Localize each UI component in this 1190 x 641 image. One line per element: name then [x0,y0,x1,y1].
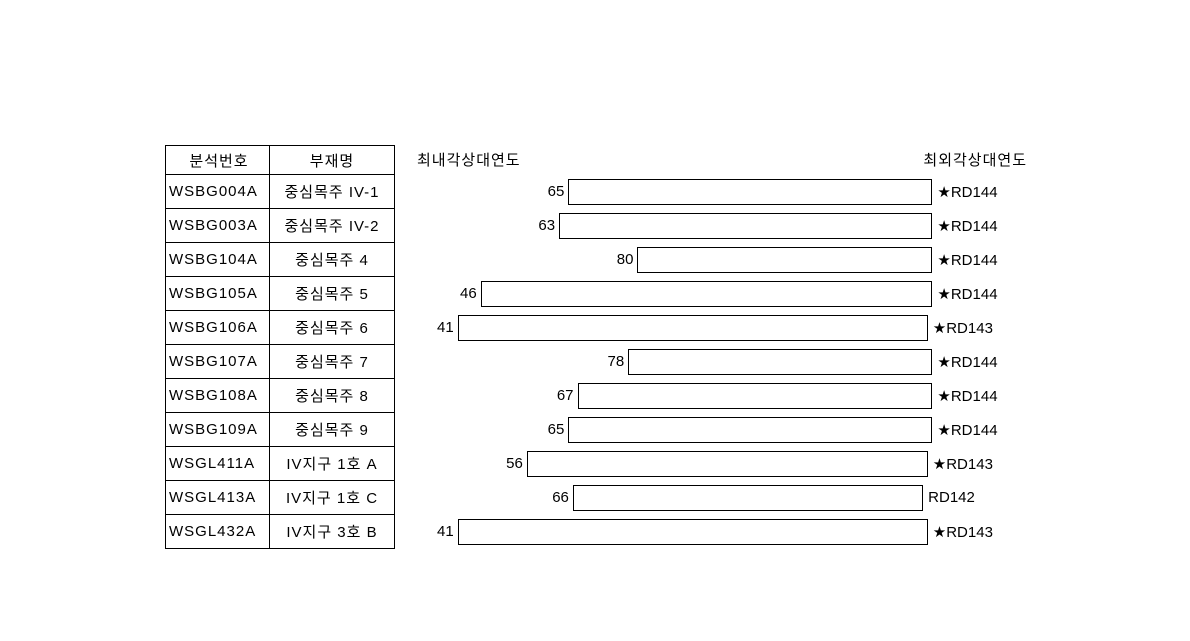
bars-container: 65 ★RD144 63 ★RD144 80 ★RD144 46 ★RD144 41 ★RD143… [407,175,1027,550]
bar-start-label: 63 [531,217,555,234]
cell-name: 중심목주 9 [270,412,395,447]
bar-end-label: ★RD144 [937,183,997,201]
cell-id: WSBG107A [165,344,270,379]
table-row: WSGL432AIV지구 3호 B [165,514,395,549]
bar [573,485,923,511]
bar-end-label: ★RD143 [933,319,993,337]
bar-row: 41 ★RD143 [407,515,1027,550]
bar-row: 78 ★RD144 [407,345,1027,380]
table-row: WSBG003A중심목주 IV-2 [165,208,395,243]
bar-end-label: ★RD144 [937,421,997,439]
bar [559,213,932,239]
bar-row: 46 ★RD144 [407,277,1027,312]
cell-id: WSGL432A [165,514,270,549]
chart-section: 최내각상대연도 최외각상대연도 65 ★RD144 63 ★RD144 80 ★RD144… [407,145,1027,550]
bar-start-label: 65 [540,421,564,438]
bar-end-label: ★RD144 [937,353,997,371]
table-row: WSBG108A중심목주 8 [165,378,395,413]
chart-header-left: 최내각상대연도 [417,149,521,170]
bar-start-label: 78 [600,353,624,370]
cell-name: 중심목주 IV-2 [270,208,395,243]
bar-start-label: 41 [430,523,454,540]
bar-start-label: 46 [453,285,477,302]
main-container: 분석번호 부재명 WSBG004A중심목주 IV-1WSBG003A중심목주 I… [165,145,1027,550]
bar-end-label: ★RD144 [937,285,997,303]
bar [458,519,928,545]
cell-name: 중심목주 5 [270,276,395,311]
bar [568,179,932,205]
table-row: WSBG107A중심목주 7 [165,344,395,379]
cell-id: WSBG004A [165,174,270,209]
header-name: 부재명 [270,145,395,175]
bar-start-label: 67 [550,387,574,404]
cell-name: 중심목주 8 [270,378,395,413]
chart-headers: 최내각상대연도 최외각상대연도 [407,145,1027,175]
bar-start-label: 66 [545,489,569,506]
bar-start-label: 56 [499,455,523,472]
table-header-row: 분석번호 부재명 [165,145,395,175]
bar-row: 65 ★RD144 [407,175,1027,210]
table-row: WSBG105A중심목주 5 [165,276,395,311]
bar-end-label: ★RD144 [937,387,997,405]
cell-name: 중심목주 IV-1 [270,174,395,209]
cell-id: WSBG106A [165,310,270,345]
cell-id: WSGL413A [165,480,270,515]
bar-row: 66 RD142 [407,481,1027,516]
cell-id: WSBG105A [165,276,270,311]
cell-name: IV지구 1호 A [270,446,395,481]
bar-end-label: ★RD143 [933,523,993,541]
cell-name: IV지구 3호 B [270,514,395,549]
bar-start-label: 80 [609,251,633,268]
cell-id: WSBG104A [165,242,270,277]
table-row: WSBG104A중심목주 4 [165,242,395,277]
cell-id: WSGL411A [165,446,270,481]
cell-name: 중심목주 7 [270,344,395,379]
chart-header-right: 최외각상대연도 [923,149,1027,170]
bar [568,417,932,443]
cell-name: 중심목주 4 [270,242,395,277]
bar [578,383,933,409]
bar [637,247,932,273]
bar-end-label: ★RD143 [933,455,993,473]
table-body: WSBG004A중심목주 IV-1WSBG003A중심목주 IV-2WSBG10… [165,175,395,549]
bar-end-label: RD142 [928,489,975,506]
bar-row: 41 ★RD143 [407,311,1027,346]
bar-end-label: ★RD144 [937,251,997,269]
bar-end-label: ★RD144 [937,217,997,235]
bar [628,349,932,375]
cell-id: WSBG109A [165,412,270,447]
bar-row: 67 ★RD144 [407,379,1027,414]
cell-id: WSBG003A [165,208,270,243]
bar-row: 65 ★RD144 [407,413,1027,448]
cell-name: 중심목주 6 [270,310,395,345]
bar [481,281,933,307]
bar-start-label: 65 [540,183,564,200]
cell-name: IV지구 1호 C [270,480,395,515]
table-section: 분석번호 부재명 WSBG004A중심목주 IV-1WSBG003A중심목주 I… [165,145,395,550]
table-row: WSGL411AIV지구 1호 A [165,446,395,481]
bar-row: 56 ★RD143 [407,447,1027,482]
header-id: 분석번호 [165,145,270,175]
table-row: WSBG109A중심목주 9 [165,412,395,447]
bar [458,315,928,341]
bar-start-label: 41 [430,319,454,336]
bar-row: 63 ★RD144 [407,209,1027,244]
table-row: WSGL413AIV지구 1호 C [165,480,395,515]
cell-id: WSBG108A [165,378,270,413]
bar-row: 80 ★RD144 [407,243,1027,278]
bar [527,451,928,477]
table-row: WSBG106A중심목주 6 [165,310,395,345]
table-row: WSBG004A중심목주 IV-1 [165,174,395,209]
